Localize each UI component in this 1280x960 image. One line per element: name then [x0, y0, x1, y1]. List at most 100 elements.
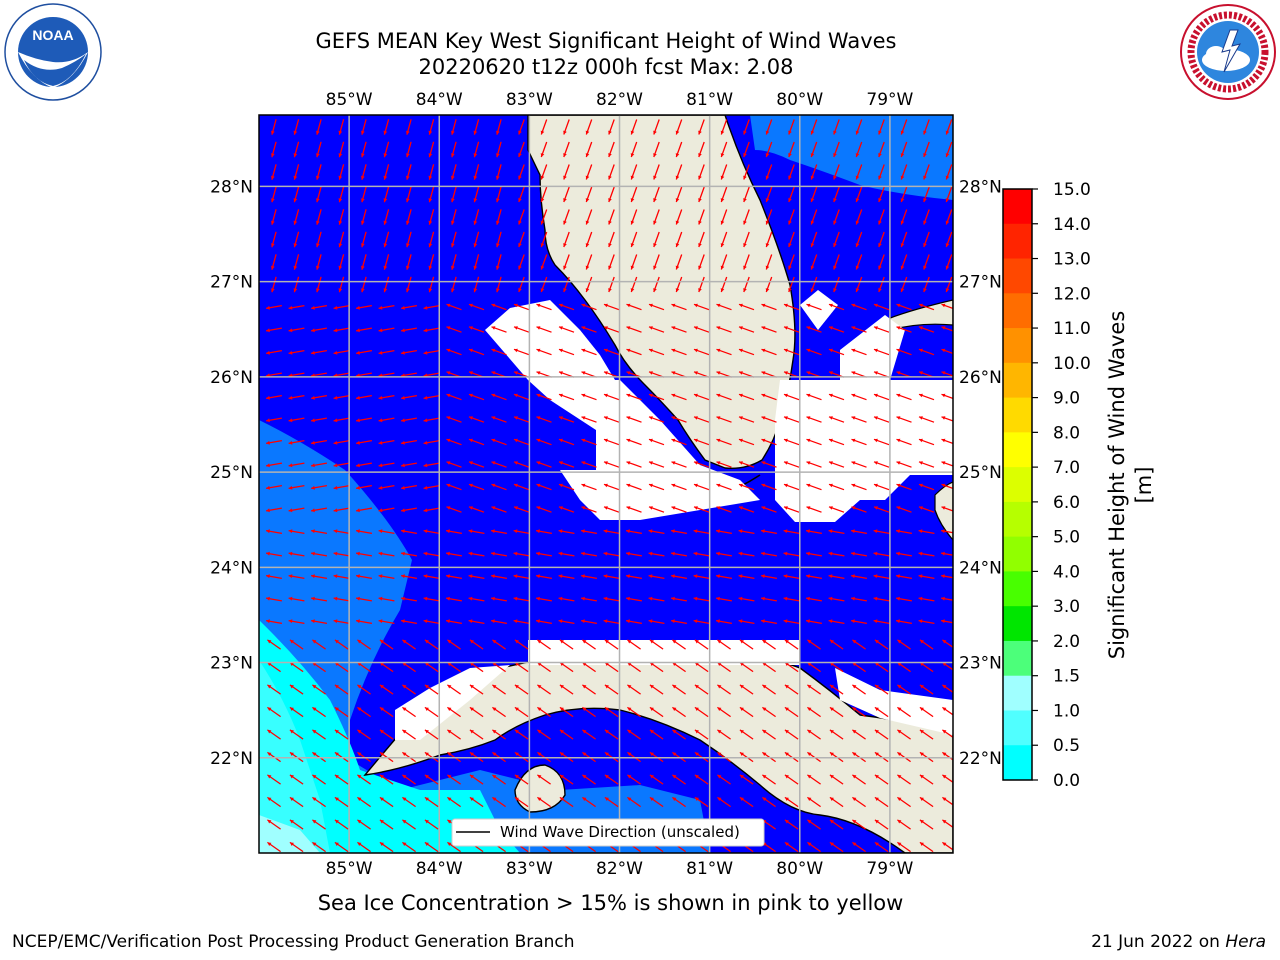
- wave-arrow: [739, 706, 754, 718]
- wave-arrow: [627, 639, 641, 650]
- wave-arrow: [788, 231, 795, 248]
- wave-arrow: [806, 326, 822, 333]
- wave-arrow: [513, 348, 530, 356]
- wave-arrow: [423, 551, 440, 557]
- wave-arrow: [604, 729, 619, 740]
- wave-arrow: [513, 326, 530, 333]
- colorbar-tick-label: 2.0: [1053, 632, 1080, 652]
- wave-arrow: [895, 551, 913, 557]
- wave-arrow: [717, 796, 731, 808]
- wave-arrow: [919, 661, 934, 673]
- wave-arrow: [851, 393, 867, 401]
- wave-arrow: [720, 276, 728, 293]
- wave-arrow: [896, 326, 912, 333]
- wave-arrow: [406, 119, 412, 135]
- wave-arrow: [513, 529, 530, 535]
- wave-arrow: [873, 326, 890, 333]
- wave-arrow: [807, 706, 821, 718]
- wave-arrow: [357, 729, 371, 740]
- wave-arrow: [540, 276, 548, 293]
- wave-arrow: [536, 438, 552, 446]
- wave-arrow: [626, 506, 642, 513]
- wave-arrow: [648, 393, 665, 401]
- wave-arrow: [585, 276, 593, 293]
- wave-arrow: [878, 276, 885, 293]
- wave-arrow: [784, 684, 799, 695]
- wave-arrow: [743, 209, 750, 225]
- wave-arrow: [379, 751, 394, 763]
- wave-arrow: [896, 303, 912, 311]
- lat-label-left: 24°N: [210, 558, 253, 578]
- wave-arrow: [447, 706, 461, 718]
- wave-arrow: [627, 661, 641, 673]
- wave-arrow: [558, 348, 575, 356]
- wave-arrow: [874, 706, 889, 718]
- wave-arrow: [496, 164, 502, 180]
- wave-arrow: [765, 254, 773, 270]
- wave-arrow: [810, 254, 818, 270]
- wave-arrow: [496, 119, 502, 135]
- wave-arrow: [675, 186, 683, 203]
- wave-arrow: [361, 141, 367, 158]
- wave-arrow: [423, 394, 440, 400]
- wave-arrow: [873, 438, 890, 446]
- wave-arrow: [361, 276, 367, 293]
- wave-arrow: [761, 416, 777, 423]
- wave-arrow: [355, 439, 373, 445]
- wave-arrow: [850, 619, 868, 625]
- wave-arrow: [585, 164, 593, 180]
- wave-arrow: [333, 439, 350, 445]
- wave-arrow: [783, 551, 800, 557]
- wave-arrow: [468, 619, 485, 625]
- wave-arrow: [895, 574, 913, 580]
- colorbar-tick-label: 5.0: [1053, 528, 1080, 548]
- wave-arrow: [293, 186, 300, 203]
- nodata-region-2: [528, 380, 760, 520]
- wave-arrow: [855, 254, 863, 270]
- wave-arrow: [310, 574, 328, 580]
- wave-arrow: [473, 209, 480, 225]
- wave-arrow: [558, 326, 575, 333]
- wave-arrow: [378, 574, 395, 580]
- wave-arrow: [940, 619, 953, 624]
- wave-arrow: [582, 684, 596, 695]
- wave-arrow: [833, 254, 840, 270]
- wave-arrow: [400, 529, 418, 535]
- wave-arrow: [446, 483, 462, 491]
- wave-arrow: [720, 164, 728, 180]
- wave-arrow: [694, 706, 709, 718]
- colorbar-tick-label: 0.0: [1053, 771, 1080, 791]
- wave-arrow: [720, 141, 728, 158]
- wave-arrow: [447, 639, 461, 650]
- wave-arrow: [810, 231, 818, 248]
- wave-arrow: [400, 619, 418, 625]
- wave-arrow: [873, 619, 890, 625]
- wave-arrow: [446, 393, 462, 401]
- wave-arrow: [400, 304, 418, 310]
- wave-arrow: [540, 119, 548, 135]
- wave-arrow: [788, 186, 795, 203]
- wave-arrow: [717, 639, 731, 650]
- wave-arrow: [537, 774, 551, 785]
- wave-arrow: [428, 231, 435, 248]
- wave-arrow: [423, 484, 440, 490]
- wave-arrow: [878, 119, 885, 135]
- wave-arrow: [518, 209, 525, 225]
- wave-arrow: [271, 254, 277, 270]
- wave-arrow: [648, 326, 665, 333]
- wave-arrow: [873, 303, 890, 311]
- wave-arrow: [942, 796, 953, 806]
- wave-arrow: [518, 254, 525, 270]
- wave-arrow: [783, 574, 800, 580]
- wave-arrow: [698, 276, 705, 293]
- colorbar-segment: [1003, 536, 1032, 572]
- wave-arrow: [558, 461, 575, 468]
- wave-arrow: [851, 438, 867, 446]
- wave-arrow: [267, 729, 281, 740]
- wave-arrow: [738, 483, 755, 491]
- wave-arrow: [762, 639, 776, 650]
- wave-arrow: [265, 304, 283, 310]
- wave-arrow: [923, 186, 930, 203]
- wave-arrow: [603, 596, 620, 602]
- wave-arrow: [563, 119, 570, 135]
